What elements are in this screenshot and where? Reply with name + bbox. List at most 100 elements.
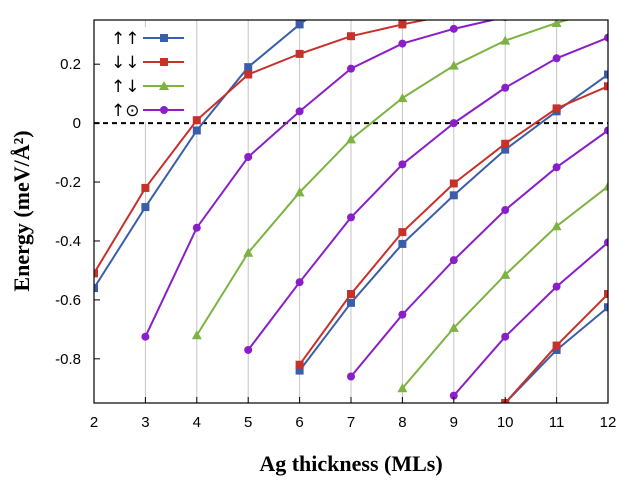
legend-label: ↑↓ xyxy=(111,77,140,97)
series-line xyxy=(350,129,608,378)
data-point-square xyxy=(160,34,168,42)
data-point-circle xyxy=(552,54,561,63)
x-tick-label: 3 xyxy=(141,414,149,431)
data-point-triangle xyxy=(397,93,408,103)
data-point-square xyxy=(552,345,561,354)
legend-label: ↑⊙ xyxy=(111,101,140,121)
data-point-circle xyxy=(552,163,561,172)
data-point-square xyxy=(160,58,168,66)
data-point-triangle xyxy=(191,330,202,340)
data-point-circle xyxy=(347,372,355,381)
data-point-square xyxy=(94,269,98,278)
data-point-square xyxy=(604,289,608,298)
data-point-circle xyxy=(501,332,510,341)
data-point-circle xyxy=(501,206,510,215)
x-axis-label: Ag thickness (MLs) xyxy=(259,451,442,476)
data-point-square xyxy=(192,116,201,125)
data-point-circle xyxy=(604,238,608,247)
data-point-circle xyxy=(295,278,304,287)
legend-background xyxy=(106,27,188,122)
x-tick-label: 4 xyxy=(193,414,201,431)
data-point-square xyxy=(604,70,608,79)
data-point-triangle xyxy=(294,187,305,197)
data-point-square xyxy=(398,228,407,237)
data-point-square xyxy=(244,70,253,79)
data-point-circle xyxy=(449,119,458,128)
data-point-circle xyxy=(604,126,608,135)
x-tick-label: 9 xyxy=(450,414,458,431)
data-point-circle xyxy=(347,213,355,222)
data-point-triangle xyxy=(346,134,356,144)
data-point-square xyxy=(501,145,510,154)
x-tick-label: 12 xyxy=(600,414,617,431)
series-line xyxy=(94,20,430,274)
y-tick-label: 0.2 xyxy=(60,56,81,73)
data-point-circle xyxy=(398,39,407,48)
data-point-square xyxy=(449,191,458,200)
data-point-square xyxy=(295,20,304,29)
data-point-circle xyxy=(449,24,458,33)
data-point-triangle xyxy=(551,20,562,27)
data-point-circle xyxy=(295,107,304,116)
x-tick-label: 7 xyxy=(347,414,355,431)
data-point-square xyxy=(347,298,355,307)
data-point-square xyxy=(604,303,608,312)
series-line xyxy=(94,20,308,289)
data-point-circle xyxy=(449,391,458,400)
data-point-triangle xyxy=(500,35,511,45)
series-line xyxy=(453,241,608,397)
data-point-circle xyxy=(501,83,510,92)
data-point-square xyxy=(398,239,407,248)
data-point-square xyxy=(295,360,304,369)
legend-label: ↓↓ xyxy=(111,53,140,73)
data-point-square xyxy=(347,32,355,41)
data-point-circle xyxy=(604,33,608,42)
x-tick-label: 8 xyxy=(398,414,406,431)
data-point-square xyxy=(450,10,458,18)
data-point-circle xyxy=(398,310,407,319)
data-point-square xyxy=(398,20,407,29)
data-point-square xyxy=(141,183,150,192)
data-point-circle xyxy=(192,223,201,232)
data-point-square xyxy=(347,289,355,298)
legend: ↑↑ ↓↓ ↑↓ ↑⊙ xyxy=(106,27,188,122)
data-point-triangle xyxy=(397,383,408,393)
x-tick-label: 10 xyxy=(497,414,514,431)
data-point-triangle xyxy=(448,322,459,332)
data-point-square xyxy=(141,203,150,212)
data-point-circle xyxy=(244,152,253,161)
data-point-triangle xyxy=(603,3,613,12)
data-point-square xyxy=(94,284,98,293)
data-point-triangle xyxy=(159,81,169,90)
legend-label: ↑↑ xyxy=(111,29,140,49)
y-tick-label: 0 xyxy=(73,115,81,132)
data-point-circle xyxy=(552,282,561,291)
data-point-square xyxy=(552,341,561,350)
data-point-triangle xyxy=(500,269,511,279)
data-point-triangle xyxy=(603,181,608,191)
y-tick-label: -0.4 xyxy=(55,233,81,250)
y-tick-label: -0.2 xyxy=(55,174,81,191)
data-point-square xyxy=(449,179,458,188)
data-point-square xyxy=(295,49,304,58)
data-point-square xyxy=(244,63,253,72)
data-point-circle xyxy=(160,106,168,114)
x-tick-label: 6 xyxy=(295,414,303,431)
data-point-circle xyxy=(347,64,355,73)
x-tick-label: 2 xyxy=(90,414,98,431)
data-point-triangle xyxy=(448,60,459,70)
x-tick-label: 11 xyxy=(549,414,565,431)
y-tick-label: -0.6 xyxy=(55,292,81,309)
data-point-circle xyxy=(141,332,150,341)
y-tick-label: -0.8 xyxy=(55,351,81,368)
series-line xyxy=(144,20,497,338)
data-point-triangle xyxy=(551,221,562,231)
data-point-circle xyxy=(244,345,253,354)
data-point-square xyxy=(295,366,304,375)
x-tick-label: 5 xyxy=(244,414,252,431)
data-point-square xyxy=(552,104,561,113)
series-line xyxy=(247,36,608,351)
data-point-circle xyxy=(449,256,458,265)
data-point-square xyxy=(192,126,201,135)
